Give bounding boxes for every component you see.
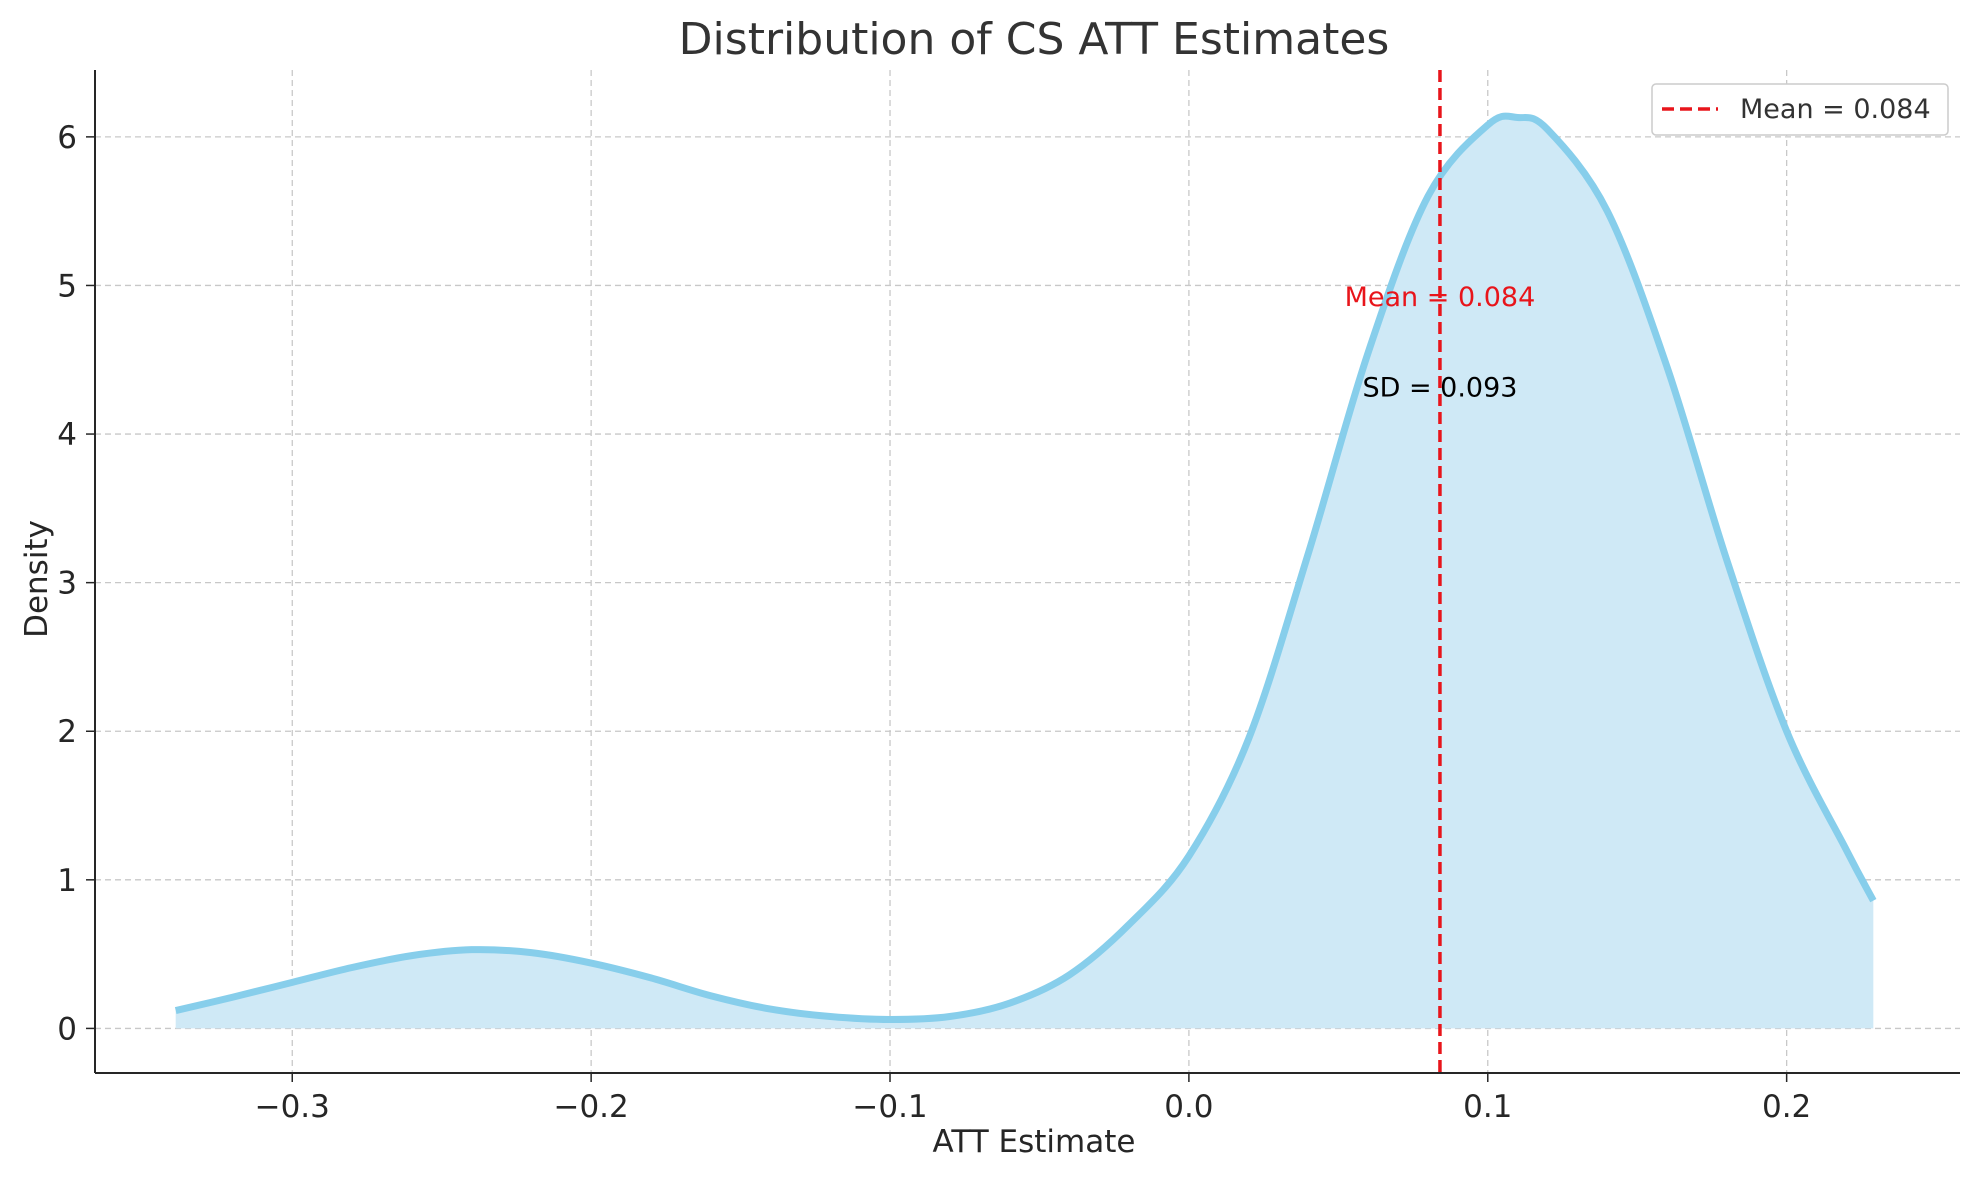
y-tick-label: 1	[57, 863, 77, 899]
sd-annotation: SD = 0.093	[1362, 373, 1517, 404]
y-tick-label: 4	[57, 417, 77, 453]
x-axis-label: ATT Estimate	[933, 1124, 1136, 1160]
density-line	[174, 112, 1877, 1024]
density-area	[175, 116, 1874, 1029]
x-tick-label: 0.0	[1164, 1089, 1213, 1125]
y-tick-label: 5	[57, 268, 77, 304]
area-layer	[175, 116, 1874, 1029]
x-tick-label: −0.3	[255, 1089, 330, 1125]
legend-box	[1651, 83, 1949, 136]
x-tick-label: −0.2	[553, 1089, 628, 1125]
axes	[86, 70, 1960, 1082]
annotations: Mean = 0.084 SD = 0.093	[1345, 282, 1536, 404]
x-tick-label: 0.2	[1762, 1089, 1811, 1125]
y-tick-label: 3	[57, 566, 77, 602]
y-axis-label: Density	[19, 520, 55, 638]
line-layer	[174, 70, 1877, 1073]
x-tick-labels: −0.3 −0.2 −0.1 0.0 0.1 0.2	[255, 1089, 1812, 1125]
legend: Mean = 0.084	[1651, 83, 1949, 136]
y-tick-label: 6	[57, 120, 77, 156]
y-tick-labels: 0 1 2 3 4 5 6	[57, 120, 77, 1048]
x-tick-label: −0.1	[852, 1089, 927, 1125]
x-tick-label: 0.1	[1463, 1089, 1512, 1125]
legend-label: Mean = 0.084	[1740, 94, 1931, 125]
mean-annotation: Mean = 0.084	[1345, 282, 1536, 313]
y-tick-label: 0	[57, 1011, 77, 1047]
chart-title: Distribution of CS ATT Estimates	[679, 14, 1390, 65]
y-tick-label: 2	[57, 714, 77, 750]
